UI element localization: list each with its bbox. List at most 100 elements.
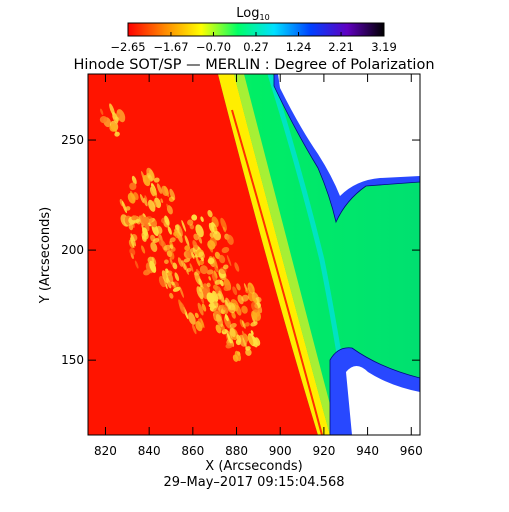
plage-speck — [109, 124, 117, 132]
plage-speck — [229, 323, 237, 329]
plage-speck — [114, 131, 120, 137]
plage-speck — [130, 237, 135, 249]
plage-speck — [189, 247, 197, 253]
plage-speck — [236, 334, 242, 343]
plage-speck — [186, 250, 193, 259]
plage-speck — [143, 269, 151, 276]
plage-speck — [226, 255, 232, 267]
plage-speck — [197, 302, 204, 316]
plage-speck — [195, 224, 204, 238]
plage-speck — [189, 263, 194, 272]
plage-speck — [127, 192, 136, 204]
plage-speck — [234, 350, 242, 362]
y-tick-label: 150 — [61, 353, 84, 367]
plage-speck — [134, 260, 139, 269]
plage-speck — [164, 259, 169, 265]
plage-speck — [213, 270, 218, 279]
plage-speck — [223, 284, 231, 292]
plage-speck — [181, 220, 187, 232]
plage-speck — [144, 195, 148, 201]
plage-speck — [207, 210, 213, 218]
plage-speck — [234, 262, 240, 272]
plage-speck — [226, 234, 234, 245]
colorbar-tick-label: 3.19 — [371, 40, 397, 54]
plage-speck — [160, 198, 164, 203]
plage-speck — [213, 230, 222, 241]
plage-speck — [172, 262, 178, 270]
plage-speck — [131, 175, 137, 185]
plage-speck — [179, 286, 184, 298]
x-tick-label: 820 — [94, 444, 117, 458]
plage-speck — [146, 167, 155, 182]
colorbar-tick-label: −0.70 — [196, 40, 231, 54]
plage-speck — [171, 281, 175, 286]
plage-speck — [188, 312, 196, 325]
plage-speck — [191, 214, 198, 221]
plage-speck — [184, 235, 190, 247]
plage-speck — [222, 226, 226, 233]
plage-speck — [129, 248, 136, 256]
region-limb-band — [218, 74, 330, 435]
plage-speck — [131, 215, 138, 221]
colorbar-tick-label: 1.24 — [286, 40, 312, 54]
plage-speck — [169, 188, 176, 201]
x-tick-label: 860 — [181, 444, 204, 458]
colorbar-tick-label: 2.21 — [328, 40, 354, 54]
plage-speck — [166, 277, 172, 289]
chart-title: Hinode SOT/SP — MERLIN : Degree of Polar… — [73, 57, 434, 73]
plage-speck — [237, 307, 242, 315]
plage-speck — [218, 290, 225, 303]
x-tick-label: 920 — [312, 444, 335, 458]
plage-speck — [164, 215, 170, 226]
plage-speck — [166, 203, 170, 210]
plage-speck — [220, 217, 227, 231]
x-tick-label: 900 — [269, 444, 292, 458]
region-limb-red-line — [231, 109, 323, 435]
plage-speck — [194, 271, 202, 285]
plage-speck — [214, 279, 222, 285]
plage-speck — [163, 244, 171, 251]
plot-frame — [87, 73, 421, 436]
plage-speck — [198, 251, 205, 260]
x-tick-label: 960 — [400, 444, 423, 458]
y-tick-label: 250 — [61, 133, 84, 147]
plage-speck — [201, 303, 207, 312]
plage-speck — [215, 324, 222, 334]
plage-speck — [221, 246, 230, 254]
region-plage — [99, 103, 263, 362]
colorbar-tick-label: 0.27 — [243, 40, 269, 54]
plage-speck — [152, 238, 160, 243]
plage-speck — [241, 305, 248, 314]
plage-speck — [187, 219, 194, 226]
plage-speck — [212, 256, 218, 269]
plage-speck — [141, 245, 146, 254]
plage-speck — [181, 260, 186, 271]
plage-speck — [169, 237, 176, 243]
plage-speck — [141, 224, 147, 238]
plage-speck — [100, 108, 104, 116]
plage-speck — [254, 337, 261, 346]
plage-speck — [184, 245, 191, 252]
plage-speck — [165, 268, 169, 274]
plage-speck — [242, 337, 248, 351]
plage-speck — [112, 112, 119, 124]
colorbar-ticks: −2.65 −1.67 −0.70 0.27 1.24 2.21 3.19 — [110, 32, 397, 54]
plage-speck — [195, 268, 200, 276]
plage-speck — [245, 348, 252, 356]
plage-speck — [167, 226, 172, 235]
plage-speck — [236, 283, 241, 291]
plage-speck — [251, 310, 258, 320]
plage-speck — [169, 292, 174, 299]
plage-speck — [99, 115, 108, 124]
plage-speck — [135, 218, 140, 223]
plage-speck — [176, 224, 183, 237]
plage-speck — [251, 301, 259, 313]
plage-speck — [157, 235, 164, 247]
heatmap-image — [88, 74, 420, 435]
plage-speck — [150, 241, 158, 253]
plage-speck — [153, 177, 160, 183]
plage-speck — [241, 294, 249, 302]
plage-speck — [179, 302, 186, 315]
plage-speck — [224, 313, 229, 322]
plage-speck — [194, 312, 199, 319]
